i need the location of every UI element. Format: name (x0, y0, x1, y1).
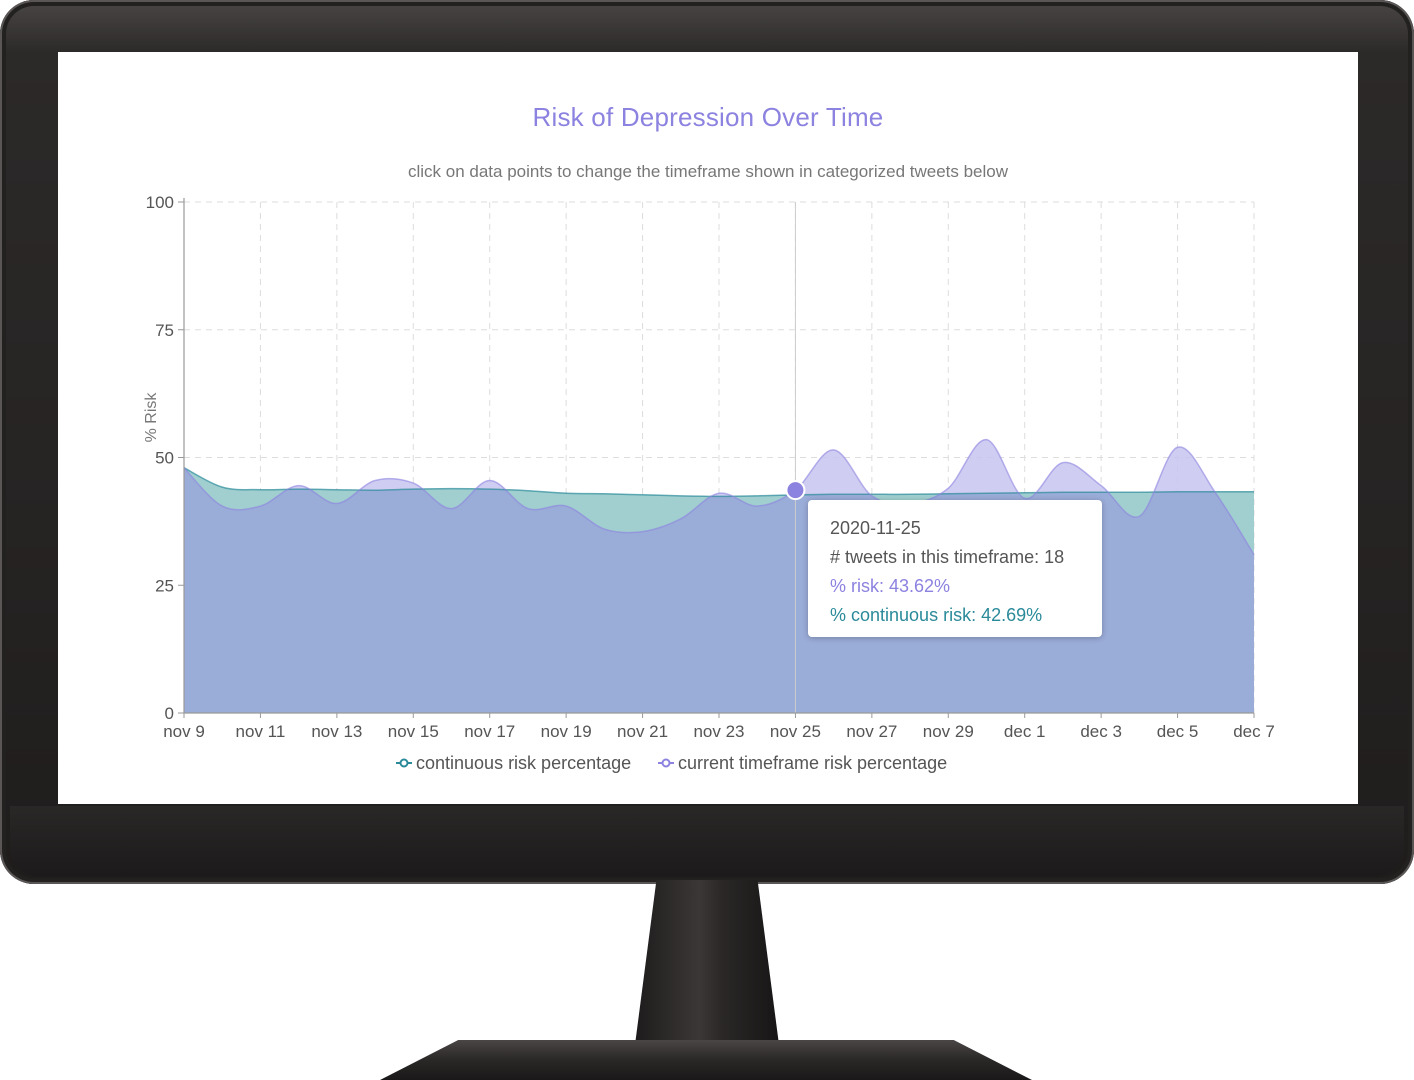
monitor-stand-neck (634, 880, 780, 1050)
data-point[interactable] (256, 502, 264, 510)
x-tick-label: nov 19 (541, 722, 592, 741)
x-tick-label: dec 5 (1157, 722, 1199, 741)
chart-title: Risk of Depression Over Time (532, 102, 884, 132)
data-point[interactable] (785, 480, 806, 501)
legend-swatch-marker (399, 758, 409, 768)
data-point[interactable] (600, 525, 608, 533)
data-point[interactable] (983, 436, 991, 444)
legend-swatch-marker (661, 758, 671, 768)
data-point[interactable] (1212, 489, 1220, 497)
data-point[interactable] (524, 505, 532, 513)
data-point[interactable] (715, 489, 723, 497)
x-tick-label: nov 13 (311, 722, 362, 741)
x-tick-label: nov 9 (163, 722, 205, 741)
data-point[interactable] (944, 484, 952, 492)
data-point[interactable] (1174, 443, 1182, 451)
data-point[interactable] (409, 479, 417, 487)
data-point[interactable] (486, 476, 494, 484)
x-tick-label: nov 29 (923, 722, 974, 741)
x-tick-label: dec 1 (1004, 722, 1046, 741)
y-tick-label: 25 (155, 576, 174, 595)
y-tick-label: 75 (155, 321, 174, 340)
x-tick-label: dec 3 (1080, 722, 1122, 741)
data-point[interactable] (1097, 482, 1105, 490)
monitor-stand-base (380, 1040, 1032, 1080)
x-tick-label: nov 15 (388, 722, 439, 741)
tooltip-risk: % risk: 43.62% (830, 576, 951, 596)
data-point[interactable] (1059, 459, 1067, 467)
continuous-risk-line (183, 467, 1254, 498)
data-point[interactable] (333, 499, 341, 507)
legend-entry[interactable]: current timeframe risk percentage (678, 753, 947, 773)
y-tick-label: 0 (165, 704, 174, 723)
monitor-screen: Risk of Depression Over Time click on da… (58, 52, 1358, 804)
y-tick-label: 100 (146, 193, 174, 212)
x-tick-label: nov 25 (770, 722, 821, 741)
tooltip-tweet-count: # tweets in this timeframe: 18 (830, 547, 1065, 567)
y-tick-label: 50 (155, 449, 174, 468)
risk-chart: 0 25 50 75 100 nov 9 nov 11 nov 13 nov 15 nov 17 n… (143, 193, 1275, 773)
monitor-chin (10, 806, 1404, 876)
legend-entry[interactable]: continuous risk percentage (416, 753, 631, 773)
current-risk-line (183, 438, 1255, 555)
data-point[interactable] (562, 502, 570, 510)
data-point[interactable] (830, 446, 838, 454)
x-tick-label: nov 23 (693, 722, 744, 741)
data-point[interactable] (753, 502, 761, 510)
tooltip-date: 2020-11-25 (830, 518, 921, 538)
data-point[interactable] (677, 515, 685, 523)
chart-tooltip: 2020-11-25 # tweets in this timeframe: 1… (808, 500, 1102, 637)
x-tick-label: nov 27 (846, 722, 897, 741)
x-tick-label: nov 21 (617, 722, 668, 741)
data-point[interactable] (371, 476, 379, 484)
data-point[interactable] (1135, 512, 1143, 520)
data-point[interactable] (448, 505, 456, 513)
x-tick-label: nov 17 (464, 722, 515, 741)
data-point[interactable] (218, 502, 226, 510)
y-axis-label: % Risk (143, 392, 160, 443)
data-point[interactable] (639, 528, 647, 536)
x-tick-label: dec 7 (1233, 722, 1275, 741)
x-tick-label: nov 11 (236, 722, 286, 741)
chart-subtitle: click on data points to change the timef… (407, 162, 1009, 181)
data-point[interactable] (1250, 551, 1258, 559)
data-point[interactable] (295, 482, 303, 490)
tooltip-continuous-risk: % continuous risk: 42.69% (830, 605, 1043, 625)
data-point[interactable] (868, 492, 876, 500)
